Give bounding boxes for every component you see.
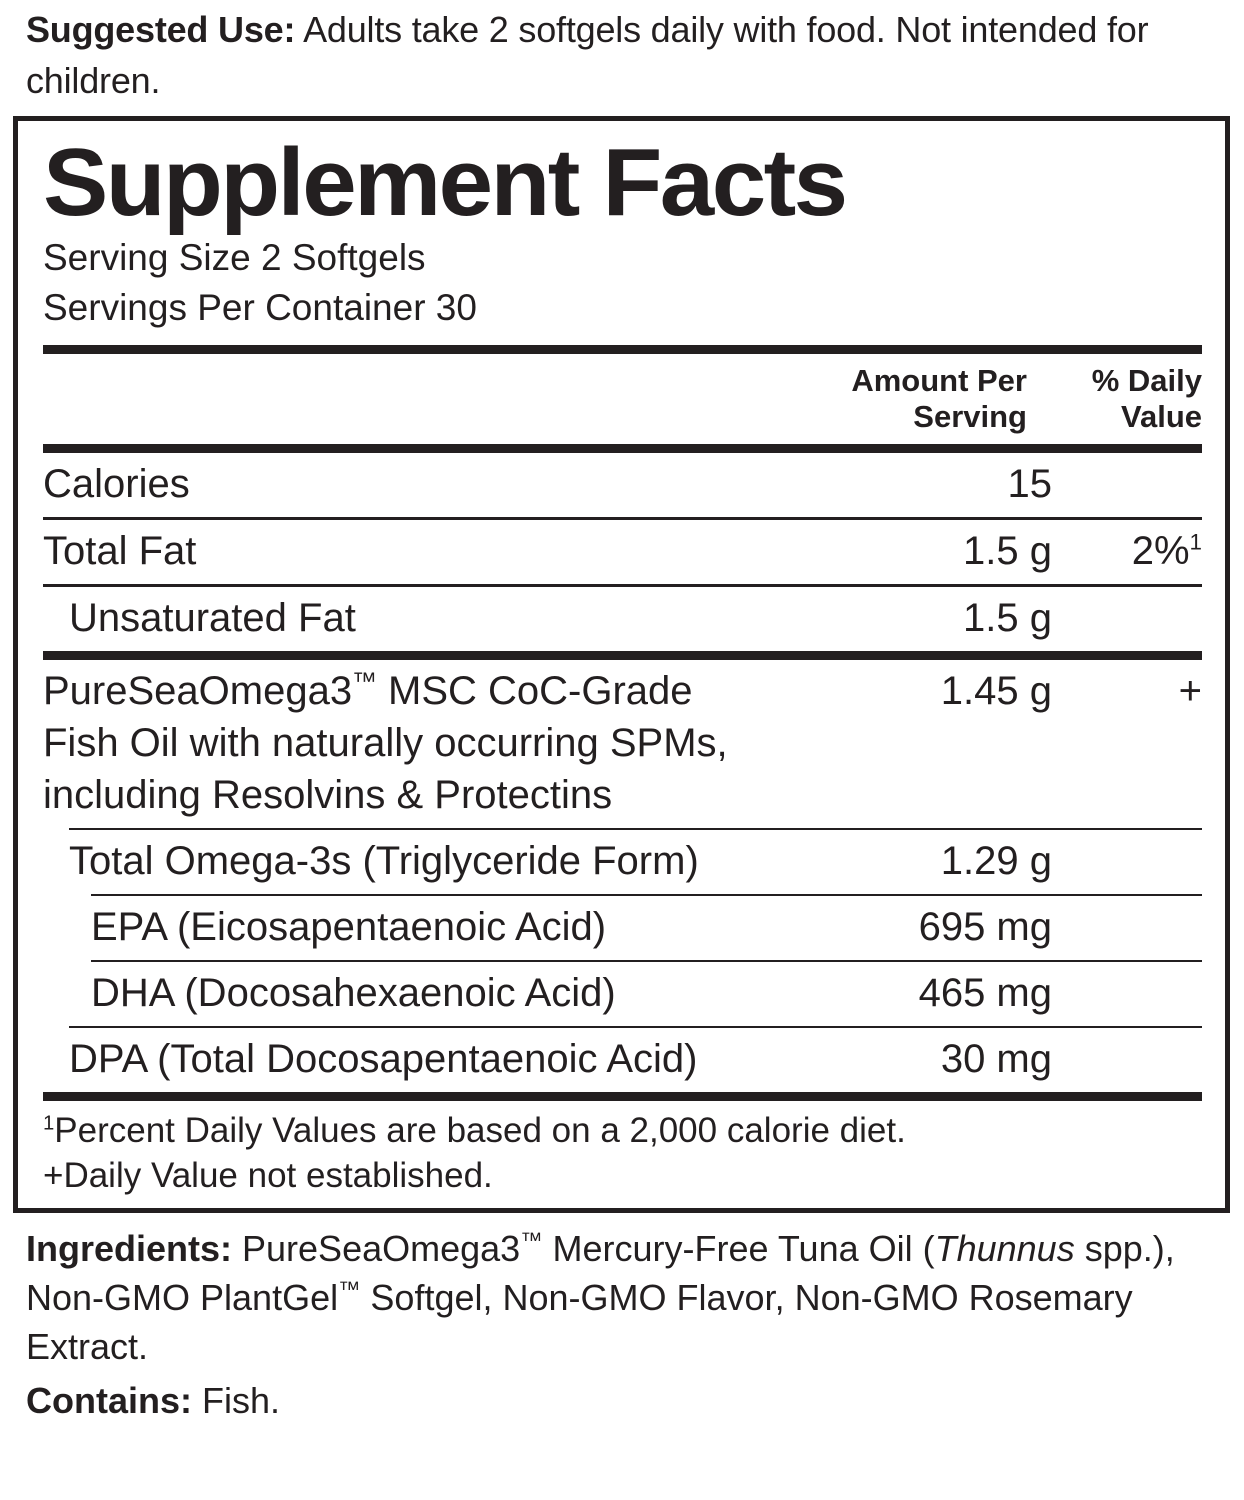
blend-name-line2: Fish Oil with naturally occurring SPMs,: [43, 721, 728, 765]
suggested-use-block: Suggested Use: Adults take 2 softgels da…: [8, 0, 1236, 116]
trademark-icon: ™: [352, 668, 377, 696]
blend-name-line3: including Resolvins & Protectins: [43, 773, 613, 817]
supplement-facts-panel: Supplement Facts Serving Size 2 Softgels…: [13, 116, 1230, 1213]
suggested-use-text: Adults take 2 softgels daily with food. …: [26, 9, 1159, 101]
contains-block: Contains: Fish.: [8, 1371, 1236, 1425]
panel-title: Supplement Facts: [43, 129, 848, 236]
panel-inner: Supplement Facts Serving Size 2 Softgels…: [18, 121, 1225, 1208]
table-row-dpa: DPA (Total Docosapentaenoic Acid) 30 mg: [43, 1028, 1202, 1092]
daily-value-line2: Value: [1121, 399, 1202, 434]
nutrient-amount: 695 mg: [918, 905, 1052, 949]
row-divider: [91, 960, 1202, 962]
table-row-calories: Calories 15: [43, 453, 1202, 517]
footnotes-block: 1Percent Daily Values are based on a 2,0…: [43, 1101, 1202, 1208]
nutrient-name: Calories: [43, 462, 190, 506]
serving-size: Serving Size 2 Softgels: [43, 237, 426, 278]
blend-name: PureSeaOmega3™ MSC CoC-Grade Fish Oil wit…: [43, 665, 752, 821]
nutrient-name: DHA (Docosahexaenoic Acid): [91, 971, 616, 1015]
nutrient-daily-value: 2%1: [1052, 525, 1202, 577]
nutrient-amount: 465 mg: [918, 971, 1052, 1015]
ingredients-part-3: spp.), Non-GMO PlantGel: [26, 1228, 1175, 1318]
column-header-amount-per-serving: Amount Per Serving: [777, 363, 1027, 435]
table-row-epa: EPA (Eicosapentaenoic Acid) 695 mg: [43, 896, 1202, 960]
blend-daily-value: +: [1178, 669, 1202, 713]
nutrient-amount: 15: [1007, 462, 1053, 506]
ingredients-part-1: PureSeaOmega3: [232, 1228, 521, 1269]
footnote-2: +Daily Value not established.: [43, 1156, 493, 1195]
footnote-marker: 1: [43, 1112, 55, 1135]
nutrient-name: EPA (Eicosapentaenoic Acid): [91, 905, 607, 949]
daily-value-line1: % Daily: [1091, 363, 1202, 398]
nutrient-amount: 1.5 g: [963, 529, 1052, 573]
column-headers: Amount Per Serving % Daily Value: [43, 354, 1202, 444]
servings-per-container: Servings Per Container 30: [43, 287, 477, 328]
amount-per-line1: Amount Per: [851, 363, 1027, 398]
serving-info: Serving Size 2 Softgels Servings Per Con…: [43, 233, 1202, 345]
divider-thick-blend: [43, 651, 1202, 660]
nutrient-name: Total Omega-3s (Triglyceride Form): [69, 839, 699, 883]
amount-per-line2: Serving: [913, 399, 1027, 434]
daily-value-text: 2%: [1131, 529, 1190, 573]
table-row-total-omega3s: Total Omega-3s (Triglyceride Form) 1.29 …: [43, 830, 1202, 894]
table-row-fish-oil-blend: PureSeaOmega3™ MSC CoC-Grade Fish Oil wit…: [43, 660, 1202, 828]
row-divider: [69, 828, 1202, 830]
ingredients-species-italic: Thunnus: [934, 1228, 1075, 1269]
nutrient-amount: 1.29 g: [940, 839, 1052, 883]
nutrient-amount: 1.5 g: [963, 596, 1052, 640]
suggested-use-heading: Suggested Use:: [26, 9, 296, 50]
divider-thick-footnotes: [43, 1092, 1202, 1101]
blend-name-brand: PureSeaOmega3: [43, 669, 353, 713]
footnote-marker: 1: [1189, 529, 1202, 555]
nutrient-amount: 30 mg: [940, 1037, 1052, 1081]
table-row-unsaturated-fat: Unsaturated Fat 1.5 g: [43, 587, 1202, 651]
contains-heading: Contains:: [26, 1380, 192, 1421]
nutrient-name: Total Fat: [43, 529, 197, 573]
blend-amount: 1.45 g: [940, 669, 1052, 713]
ingredients-part-2: Mercury-Free Tuna Oil (: [542, 1228, 935, 1269]
footnote-1-text: Percent Daily Values are based on a 2,00…: [54, 1111, 906, 1150]
trademark-icon: ™: [338, 1277, 361, 1302]
blend-name-line1-rest: MSC CoC-Grade: [376, 669, 693, 713]
ingredients-heading: Ingredients:: [26, 1228, 233, 1269]
column-header-daily-value: % Daily Value: [1027, 363, 1202, 435]
trademark-icon: ™: [520, 1228, 543, 1253]
row-divider: [43, 584, 1202, 587]
ingredients-block: Ingredients: PureSeaOmega3™ Mercury-Free…: [8, 1213, 1236, 1371]
nutrient-name: Unsaturated Fat: [69, 596, 356, 640]
row-divider: [43, 517, 1202, 520]
contains-text: Fish.: [192, 1380, 281, 1421]
table-row-total-fat: Total Fat 1.5 g 2%1: [43, 520, 1202, 584]
row-divider: [91, 894, 1202, 896]
divider-thick-headers: [43, 444, 1202, 453]
ingredients-part-4: Softgel, Non-GMO Flavor, Non-GMO Rosemar…: [26, 1277, 1133, 1367]
footnote-1: 1Percent Daily Values are based on a 2,0…: [43, 1108, 1202, 1153]
divider-thick-top: [43, 345, 1202, 354]
row-divider: [69, 1026, 1202, 1028]
nutrient-name: DPA (Total Docosapentaenoic Acid): [69, 1037, 698, 1081]
table-row-dha: DHA (Docosahexaenoic Acid) 465 mg: [43, 962, 1202, 1026]
